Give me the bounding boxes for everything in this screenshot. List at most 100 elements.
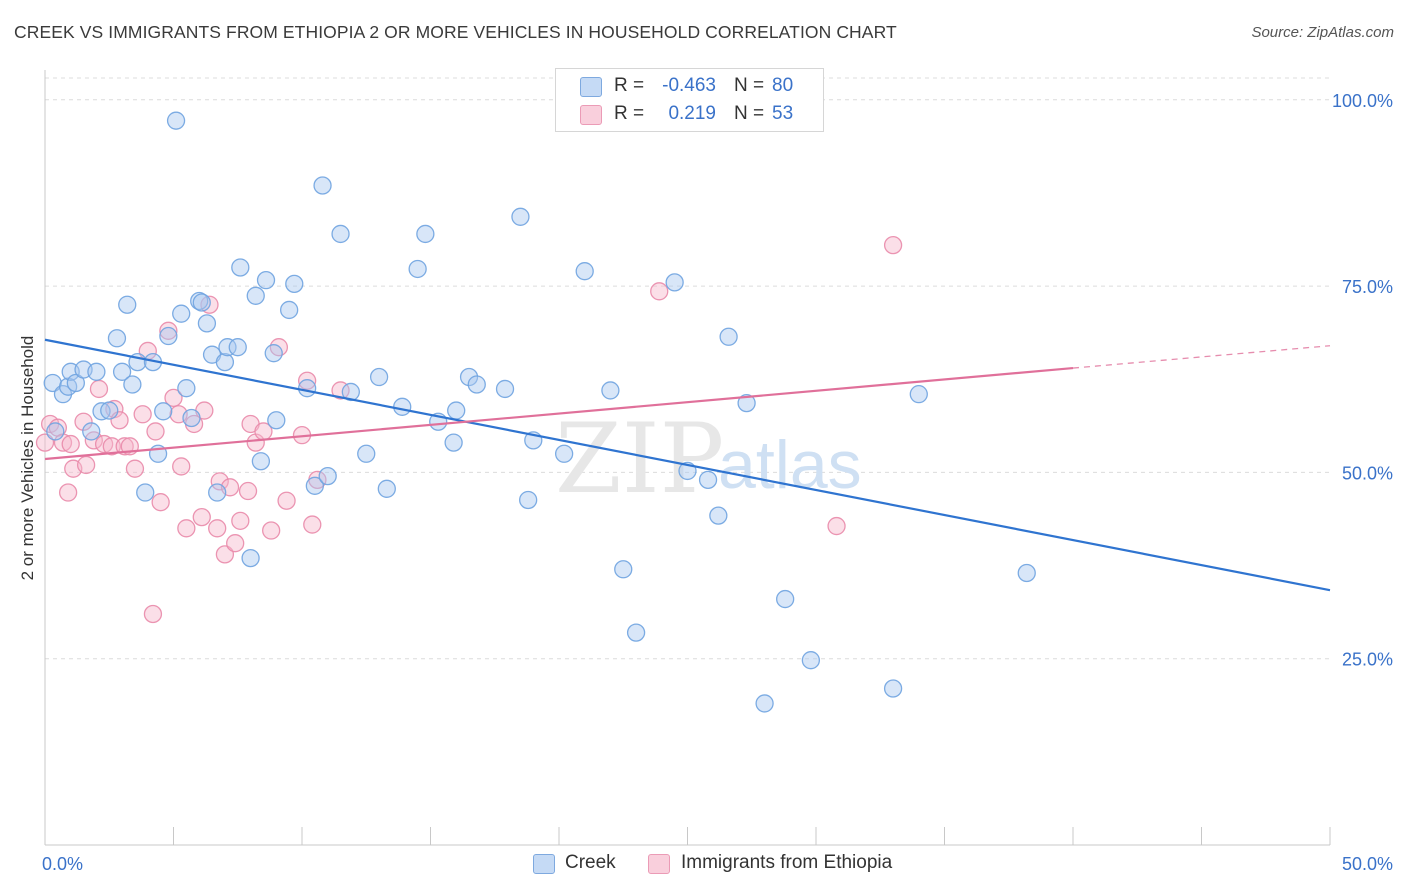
ethiopia-point	[61, 434, 80, 454]
creek-point	[123, 375, 142, 394]
watermark: ZIP atlas	[555, 403, 862, 515]
ethiopia-point	[89, 379, 109, 399]
creek-point	[393, 397, 412, 416]
n-label: N =	[734, 103, 765, 124]
ethiopia-point	[650, 282, 669, 301]
creek-point	[883, 679, 903, 698]
stats-legend: R = -0.463 N = 80 R = 0.219 N = 53	[555, 68, 824, 132]
creek-point	[118, 295, 137, 314]
creek-point	[1017, 563, 1036, 583]
creek-point	[100, 401, 119, 420]
creek-point	[82, 422, 101, 441]
ethiopia-swatch	[648, 854, 670, 874]
creek-point	[177, 379, 196, 398]
ethiopia-trend-line-extension	[1072, 345, 1331, 369]
creek-point	[264, 344, 283, 363]
creek-point	[447, 401, 466, 420]
creek-point	[755, 694, 774, 713]
ethiopia-point	[827, 516, 846, 536]
creek-swatch	[533, 854, 555, 874]
y-tick-label: 100.0%	[1332, 91, 1393, 111]
creek-point	[43, 373, 62, 393]
creek-point	[251, 452, 271, 471]
ethiopia-point	[35, 433, 55, 452]
creek-point	[377, 479, 396, 498]
creek-point	[416, 224, 435, 244]
legend-label-creek: Creek	[565, 852, 616, 873]
creek-point	[719, 327, 738, 346]
ethiopia-point	[102, 437, 121, 456]
creek-point	[256, 270, 276, 290]
r-value: 0.219	[668, 103, 716, 124]
axes	[44, 70, 1331, 846]
r-label: R =	[614, 103, 645, 124]
creek-point	[318, 466, 337, 486]
creek-point	[467, 375, 486, 394]
creek-trend-line	[44, 338, 1331, 592]
n-value: 80	[772, 75, 794, 96]
ethiopia-point	[133, 405, 152, 424]
watermark-atlas: atlas	[718, 427, 862, 503]
x-tick-label-min: 0.0%	[42, 854, 83, 874]
legend-label-ethiopia: Immigrants from Ethiopia	[681, 852, 893, 873]
ethiopia-point	[164, 388, 183, 408]
creek-point	[46, 422, 65, 441]
ethiopia-point	[215, 545, 235, 564]
watermark-zip: ZIP	[555, 403, 724, 515]
creek-point	[459, 367, 479, 387]
creek-point	[357, 444, 376, 463]
creek-point	[776, 589, 795, 609]
creek-point	[218, 338, 237, 357]
creek-point	[709, 506, 728, 525]
ethiopia-point	[297, 371, 317, 390]
creek-point	[112, 362, 132, 381]
ethiopia-point	[226, 534, 245, 553]
ethiopia-swatch	[580, 105, 602, 125]
creek-point	[297, 379, 317, 398]
creek-point	[408, 259, 427, 279]
creek-point	[554, 444, 574, 463]
creek-point	[107, 329, 127, 348]
creek-point	[331, 224, 350, 244]
source-credit: Source: ZipAtlas.com	[1251, 24, 1394, 41]
creek-point	[154, 402, 173, 421]
ethiopia-point	[143, 604, 163, 624]
tick-labels: 25.0% 50.0% 75.0% 100.0% 0.0% 50.0%	[42, 91, 1393, 874]
creek-point	[215, 352, 235, 372]
creek-point	[159, 326, 178, 346]
creek-point	[192, 293, 211, 312]
creek-point	[444, 433, 463, 452]
series-legend: Creek Immigrants from Ethiopia	[0, 851, 1406, 877]
creek-point	[626, 623, 646, 642]
creek-point	[166, 111, 186, 130]
creek-point	[801, 651, 821, 670]
ethiopia-point	[192, 507, 211, 527]
creek-point	[737, 393, 756, 413]
creek-point	[519, 490, 538, 510]
y-tick-label: 50.0%	[1342, 463, 1393, 483]
creek-point	[495, 379, 515, 399]
ethiopia-point	[303, 515, 322, 534]
gridlines	[45, 77, 1330, 660]
creek-point	[285, 274, 304, 294]
ethiopia-point	[883, 235, 903, 255]
creek-point	[313, 176, 332, 195]
creek-point	[305, 476, 325, 495]
x-tick-label-max: 50.0%	[1342, 854, 1393, 874]
creek-point	[267, 411, 286, 430]
ethiopia-point	[208, 519, 227, 538]
ethiopia-point	[172, 457, 191, 476]
creek-point	[172, 304, 191, 323]
ethiopia-point	[159, 321, 178, 340]
creek-point	[575, 262, 594, 281]
creek-point	[87, 362, 106, 381]
creek-point	[601, 381, 620, 400]
creek-point	[197, 314, 217, 333]
creek-point	[279, 300, 299, 320]
trend-lines	[44, 338, 1331, 592]
creek-point	[228, 338, 247, 357]
creek-point	[136, 483, 155, 502]
ethiopia-point	[231, 511, 250, 530]
creek-point	[698, 470, 718, 490]
ethiopia-point	[210, 472, 229, 491]
